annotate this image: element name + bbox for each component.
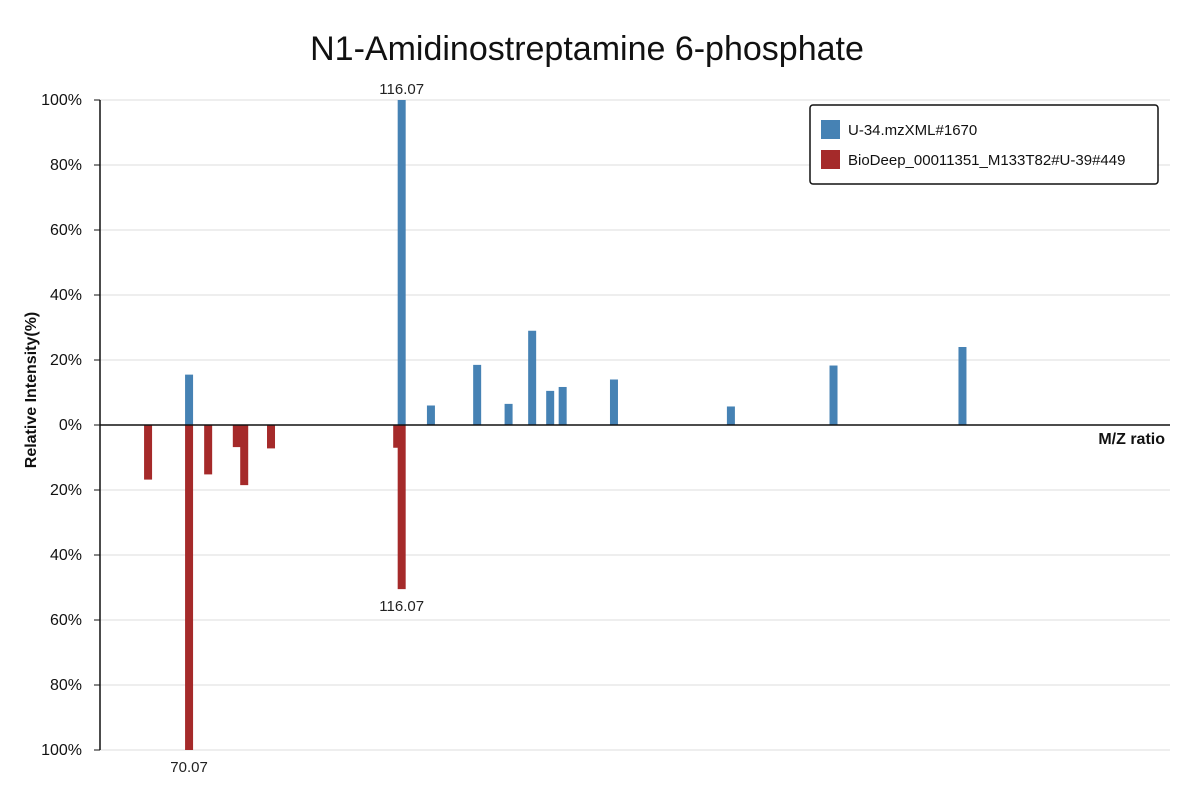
y-tick-label: 80% xyxy=(50,157,82,174)
y-axis-label: Relative Intensity(%) xyxy=(23,312,40,468)
y-tick-label: 100% xyxy=(41,92,82,109)
reference-peak-bar xyxy=(397,425,406,590)
legend-label-reference: BioDeep_00011351_M133T82#U-39#449 xyxy=(848,152,1125,169)
peak-label: 116.07 xyxy=(379,598,424,615)
y-tick-label: 20% xyxy=(50,482,82,499)
x-axis-label: M/Z ratio xyxy=(1098,431,1165,448)
legend: U-34.mzXML#1670 BioDeep_00011351_M133T82… xyxy=(809,104,1159,185)
reference-peak-bar xyxy=(185,425,194,750)
query-peak-bar xyxy=(726,406,735,425)
peak-label: 116.07 xyxy=(379,81,424,98)
gridlines xyxy=(100,99,1170,751)
y-tick-label: 60% xyxy=(50,222,82,239)
query-peak-bar xyxy=(829,365,838,425)
y-tick-label: 80% xyxy=(50,677,82,694)
query-peak-bar xyxy=(473,364,482,425)
legend-box xyxy=(809,104,1159,185)
y-axis-ticks: 100% 80% 60% 40% 20% 0% 20% 40% 60% 80% 100% xyxy=(41,92,100,759)
query-peak-bar xyxy=(558,386,567,425)
peak-bars xyxy=(144,100,967,750)
query-peak-bar xyxy=(546,390,555,425)
query-peak-bar xyxy=(609,379,618,425)
y-tick-label: 60% xyxy=(50,612,82,629)
legend-swatch-reference xyxy=(821,150,840,169)
reference-peak-bar xyxy=(240,425,249,486)
reference-peak-bar xyxy=(204,425,213,475)
legend-swatch-query xyxy=(821,120,840,139)
legend-label-query: U-34.mzXML#1670 xyxy=(848,122,977,139)
query-peak-bar xyxy=(397,100,406,425)
query-peak-bar xyxy=(528,330,537,425)
query-peak-bar xyxy=(185,374,194,425)
peak-label: 70.07 xyxy=(170,759,208,776)
y-tick-label: 20% xyxy=(50,352,82,369)
y-tick-label: 40% xyxy=(50,287,82,304)
peak-labels: 116.07 116.07 70.07 xyxy=(170,81,424,776)
reference-peak-bar xyxy=(232,425,241,448)
reference-peak-bar xyxy=(393,425,402,448)
y-tick-label: 0% xyxy=(59,417,82,434)
reference-peak-bar xyxy=(144,425,153,480)
y-tick-label: 100% xyxy=(41,742,82,759)
query-peak-bar xyxy=(426,405,435,425)
y-tick-label: 40% xyxy=(50,547,82,564)
chart-title: N1-Amidinostreptamine 6-phosphate xyxy=(310,30,864,68)
query-peak-bar xyxy=(958,347,967,425)
query-peak-bar xyxy=(504,403,513,425)
reference-peak-bar xyxy=(267,425,276,449)
